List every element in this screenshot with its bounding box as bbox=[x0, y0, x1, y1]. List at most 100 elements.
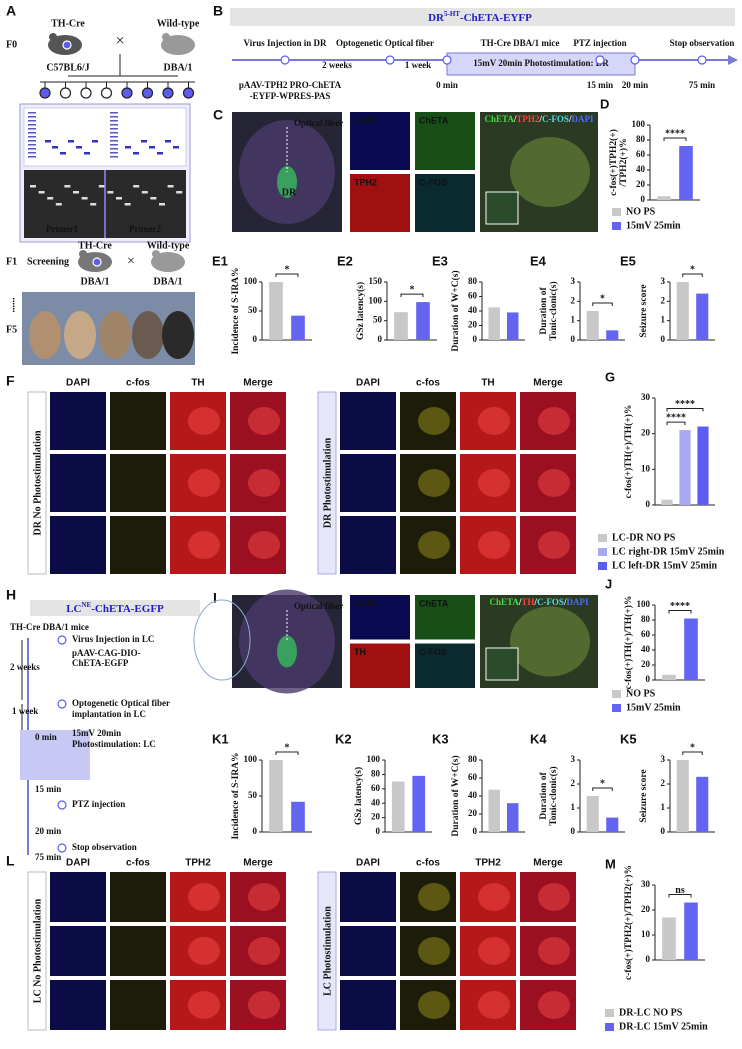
gel-band bbox=[52, 146, 58, 149]
label: 0 bbox=[473, 826, 478, 836]
bar bbox=[606, 817, 619, 832]
label: Merge bbox=[243, 858, 273, 869]
label: TH-Cre bbox=[78, 240, 112, 251]
offspring bbox=[100, 87, 113, 99]
label: 40 bbox=[641, 644, 651, 654]
label: c-fos(+)TH(+)/TH(+)% bbox=[623, 596, 634, 690]
label: 15 min bbox=[35, 784, 61, 794]
label: 1 bbox=[571, 802, 576, 812]
signal bbox=[248, 991, 280, 1019]
label: 0 bbox=[646, 674, 651, 684]
panel-title-part: DR bbox=[428, 12, 445, 24]
signal bbox=[248, 469, 280, 497]
gel-band bbox=[157, 152, 163, 155]
signal bbox=[538, 531, 570, 559]
label: TPH2 bbox=[354, 177, 377, 187]
merge-label: ChETA/TPH2/C-FOS/DAPI bbox=[485, 114, 594, 124]
gel-band bbox=[84, 152, 90, 155]
significance-bracket bbox=[682, 751, 703, 755]
label: 1 week bbox=[12, 706, 38, 716]
title-box bbox=[230, 8, 735, 26]
signal bbox=[188, 531, 220, 559]
label: 15mV 20min Photostimulation: DR bbox=[473, 58, 609, 68]
label: Incidence of S-IRA% bbox=[231, 267, 241, 354]
time-point bbox=[280, 55, 290, 65]
label: TPH2 bbox=[475, 858, 501, 869]
micrograph bbox=[230, 392, 286, 450]
bar bbox=[696, 293, 709, 340]
side-strip bbox=[27, 391, 47, 575]
offspring bbox=[80, 87, 92, 99]
label: Stop observation bbox=[72, 842, 137, 852]
stim-box bbox=[20, 730, 90, 780]
label: * bbox=[690, 264, 695, 275]
micrograph bbox=[340, 516, 396, 574]
panel-title-part: LC bbox=[66, 603, 81, 615]
label: E2 bbox=[337, 253, 353, 268]
brain-region bbox=[277, 166, 297, 198]
label: 0 bbox=[571, 826, 576, 836]
time-point bbox=[630, 55, 640, 65]
gel-band bbox=[98, 185, 105, 188]
label: GSz latency(s) bbox=[355, 282, 366, 340]
label: DAPI bbox=[354, 115, 376, 125]
label: pAAV-CAG-DIO- bbox=[72, 648, 141, 658]
panel-title-part: -ChETA-EGFP bbox=[91, 603, 164, 615]
gel-band bbox=[110, 124, 118, 126]
legend-swatch bbox=[598, 534, 607, 542]
label: TH-Cre DBA/1 mice bbox=[10, 622, 89, 632]
gel-band bbox=[64, 185, 71, 188]
label: c-fos(+)TPH2(+) bbox=[608, 129, 619, 196]
label: F5 bbox=[6, 324, 17, 335]
label: 30 bbox=[641, 392, 651, 402]
bar bbox=[684, 618, 698, 680]
label: 1 bbox=[661, 315, 666, 325]
gel-band bbox=[28, 148, 36, 150]
significance-bracket bbox=[668, 894, 692, 898]
label: /TPH2(+)% bbox=[618, 138, 629, 187]
micrograph bbox=[110, 516, 166, 574]
gel-band bbox=[76, 146, 82, 149]
micrograph bbox=[110, 926, 166, 976]
label: K1 bbox=[212, 731, 229, 746]
gel-band bbox=[141, 191, 148, 194]
mouse-ear bbox=[79, 250, 87, 258]
label: 3 bbox=[571, 276, 576, 286]
gel-band bbox=[107, 191, 114, 194]
gel-band bbox=[167, 185, 174, 188]
label: Duration of W+C(s) bbox=[450, 270, 461, 351]
micrograph bbox=[400, 980, 456, 1030]
label: F0 bbox=[6, 39, 17, 50]
merge-label-part: TH bbox=[521, 597, 534, 607]
bar bbox=[507, 312, 519, 340]
merge-label-part: C-FOS bbox=[542, 114, 569, 124]
gel-band bbox=[28, 144, 36, 146]
legend-swatch bbox=[598, 548, 607, 556]
label: **** bbox=[675, 399, 695, 410]
label: * bbox=[690, 742, 695, 753]
micrograph bbox=[50, 516, 106, 574]
signal bbox=[418, 407, 450, 435]
label: **** bbox=[665, 128, 685, 139]
label: Duration of bbox=[539, 772, 549, 820]
label: 60 bbox=[468, 291, 478, 301]
label: Tonic-clonic(s) bbox=[548, 281, 559, 340]
label: Stop observation bbox=[670, 38, 735, 48]
merge-label-part: / bbox=[533, 597, 537, 607]
merge-label-part: / bbox=[568, 114, 572, 124]
gel-band bbox=[28, 140, 36, 142]
micrograph bbox=[340, 980, 396, 1030]
label: 10 bbox=[641, 929, 651, 939]
signal bbox=[418, 937, 450, 965]
signal bbox=[248, 407, 280, 435]
micrograph bbox=[350, 174, 410, 232]
micrograph bbox=[520, 872, 576, 922]
label: 2 bbox=[571, 295, 576, 305]
panel-title-part: NE bbox=[82, 601, 92, 609]
significance-bracket bbox=[275, 751, 299, 755]
label: 15 min bbox=[587, 80, 613, 90]
legend-swatch bbox=[605, 1009, 614, 1017]
significance-bracket bbox=[663, 137, 687, 141]
label: Tonic-clonic(s) bbox=[548, 766, 559, 825]
micrograph bbox=[460, 392, 516, 450]
